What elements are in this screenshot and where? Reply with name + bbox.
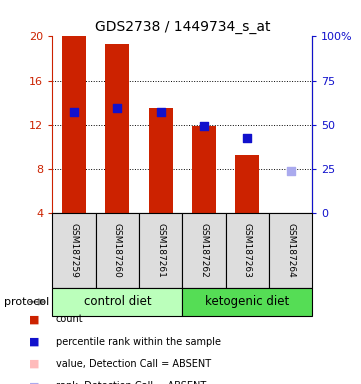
- Point: [288, 168, 293, 174]
- Text: percentile rank within the sample: percentile rank within the sample: [56, 337, 221, 347]
- Bar: [149, 108, 173, 213]
- Title: GDS2738 / 1449734_s_at: GDS2738 / 1449734_s_at: [95, 20, 270, 34]
- Point: [201, 123, 207, 129]
- Bar: [62, 36, 86, 213]
- Bar: [105, 44, 129, 213]
- Bar: [139, 213, 182, 288]
- Text: value, Detection Call = ABSENT: value, Detection Call = ABSENT: [56, 359, 211, 369]
- Bar: [182, 288, 312, 316]
- Text: GSM187261: GSM187261: [156, 223, 165, 278]
- Text: ■: ■: [29, 359, 39, 369]
- Text: rank, Detection Call = ABSENT: rank, Detection Call = ABSENT: [56, 381, 206, 384]
- Text: GSM187263: GSM187263: [243, 223, 252, 278]
- Bar: [235, 155, 259, 213]
- Text: protocol: protocol: [4, 297, 49, 307]
- Text: ■: ■: [29, 381, 39, 384]
- Text: ketogenic diet: ketogenic diet: [205, 295, 290, 308]
- Bar: [226, 213, 269, 288]
- Text: ■: ■: [29, 314, 39, 324]
- Text: ■: ■: [29, 337, 39, 347]
- Bar: [269, 213, 312, 288]
- Text: GSM187264: GSM187264: [286, 223, 295, 278]
- Bar: [279, 213, 303, 255]
- Text: GSM187262: GSM187262: [200, 223, 208, 278]
- Bar: [96, 213, 139, 288]
- Point: [114, 105, 120, 111]
- Bar: [52, 288, 182, 316]
- Point: [158, 109, 164, 115]
- Text: count: count: [56, 314, 84, 324]
- Text: control diet: control diet: [83, 295, 151, 308]
- Bar: [182, 213, 226, 288]
- Point: [244, 135, 250, 141]
- Text: GSM187260: GSM187260: [113, 223, 122, 278]
- Bar: [192, 126, 216, 213]
- Bar: [52, 213, 96, 288]
- Point: [71, 109, 77, 115]
- Text: GSM187259: GSM187259: [70, 223, 78, 278]
